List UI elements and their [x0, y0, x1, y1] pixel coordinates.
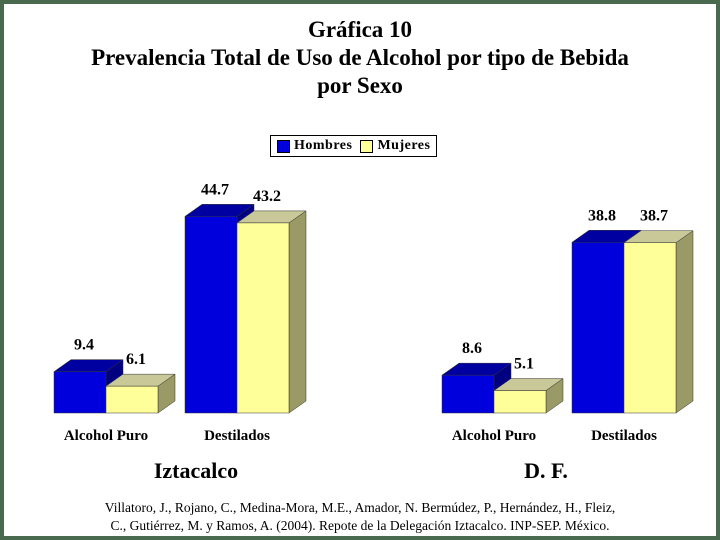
bar-mujeres-3-side [675, 230, 694, 414]
legend-swatch-mujeres [360, 139, 374, 153]
bar-chart: 9.4 6.1 Alcohol Puro 44.7 43.2 Destilados 8.6 5… [53, 181, 694, 444]
bar-hombres-1 [184, 216, 238, 414]
title-line-3: por Sexo [317, 73, 403, 98]
chart-title: Gráfica 10 Prevalencia Total de Uso de A… [4, 16, 716, 100]
data-label-mujeres-3: 38.7 [640, 208, 668, 225]
data-label-hombres-1: 44.7 [201, 181, 229, 198]
data-label-mujeres-1: 43.2 [253, 188, 281, 205]
bar-mujeres-3 [623, 242, 677, 414]
title-line-1: Gráfica 10 [307, 17, 413, 42]
title-line-2: Prevalencia Total de Uso de Alcohol por … [91, 45, 629, 70]
chart-legend: Hombres Mujeres [270, 135, 438, 157]
data-label-mujeres-2: 5.1 [514, 356, 534, 373]
source-citation: Villatoro, J., Rojano, C., Medina-Mora, … [4, 499, 716, 535]
group-label-iztacalco: Iztacalco [153, 458, 239, 483]
data-label-mujeres-0: 6.1 [126, 351, 146, 368]
group-label-df: D. F. [524, 458, 568, 483]
category-label-3: Destilados [591, 428, 657, 444]
bar-mujeres-2 [493, 390, 547, 414]
legend-label-hombres: Hombres [294, 138, 353, 153]
bar-hombres-3 [571, 242, 625, 414]
legend-label-mujeres: Mujeres [377, 138, 431, 153]
bar-mujeres-1 [236, 222, 290, 414]
bar-mujeres-1-side [288, 210, 307, 414]
source-line-2: C., Gutiérrez, M. y Ramos, A. (2004). Re… [110, 518, 610, 533]
source-line-1: Villatoro, J., Rojano, C., Medina-Mora, … [104, 500, 616, 515]
slide-frame: Gráfica 10 Prevalencia Total de Uso de A… [4, 4, 716, 536]
data-label-hombres-3: 38.8 [588, 207, 616, 224]
category-label-0: Alcohol Puro [64, 428, 148, 444]
data-label-hombres-2: 8.6 [462, 340, 482, 357]
bar-hombres-2 [441, 374, 495, 414]
bar-hombres-0 [53, 371, 107, 414]
legend-swatch-hombres [277, 139, 290, 153]
legend-item-mujeres: Mujeres [360, 138, 430, 154]
legend-item-hombres: Hombres [277, 138, 352, 154]
category-label-2: Alcohol Puro [452, 428, 536, 444]
category-label-1: Destilados [204, 428, 270, 444]
bar-mujeres-0 [105, 385, 159, 414]
data-label-hombres-0: 9.4 [74, 337, 94, 354]
